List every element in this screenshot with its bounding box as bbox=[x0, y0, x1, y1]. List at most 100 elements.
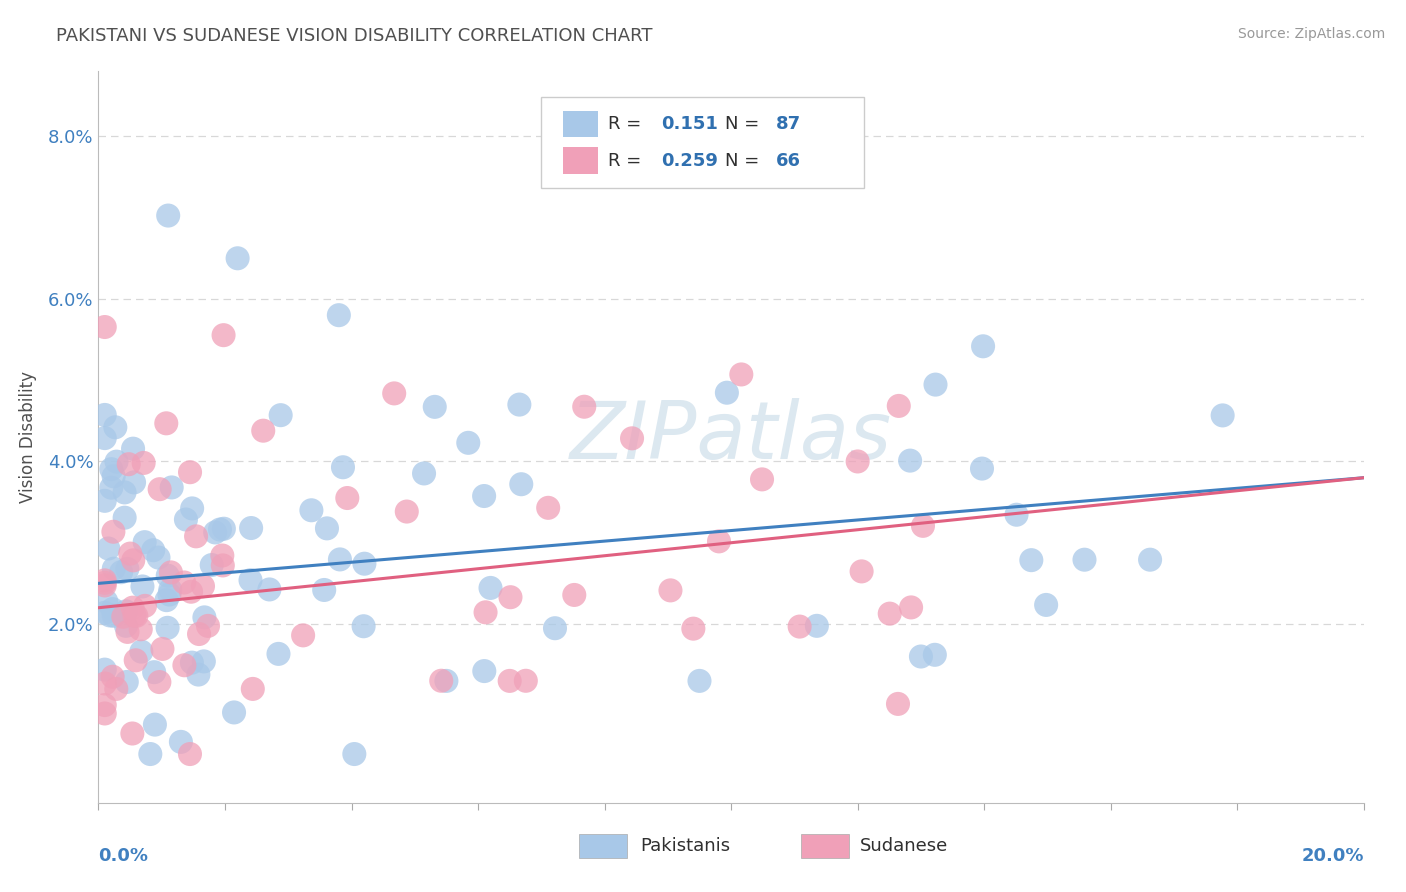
Point bbox=[314, 582, 336, 597]
Text: 66: 66 bbox=[776, 152, 800, 169]
Point bbox=[121, 600, 143, 615]
Point bbox=[336, 491, 359, 505]
Bar bbox=[579, 834, 627, 858]
Bar bbox=[800, 834, 849, 858]
Point bbox=[1005, 508, 1028, 522]
Point bbox=[436, 673, 458, 688]
Point bbox=[114, 485, 136, 500]
Point bbox=[181, 501, 204, 516]
Text: 87: 87 bbox=[776, 115, 800, 133]
Point bbox=[100, 481, 122, 495]
Point bbox=[115, 675, 138, 690]
Text: 0.259: 0.259 bbox=[661, 152, 718, 169]
Point bbox=[103, 562, 125, 576]
Point bbox=[96, 594, 118, 608]
Point bbox=[193, 654, 215, 668]
Point bbox=[139, 747, 162, 761]
Point bbox=[900, 600, 922, 615]
Point bbox=[353, 557, 375, 571]
Point bbox=[143, 665, 166, 680]
Point bbox=[142, 543, 165, 558]
Point bbox=[160, 566, 183, 580]
Point bbox=[544, 621, 567, 635]
Point bbox=[887, 399, 910, 413]
Point bbox=[173, 658, 195, 673]
Point bbox=[1139, 552, 1161, 566]
Point bbox=[716, 385, 738, 400]
Point bbox=[187, 667, 209, 681]
Point bbox=[148, 550, 170, 565]
Point bbox=[155, 417, 177, 431]
Text: N =: N = bbox=[725, 152, 765, 169]
Point bbox=[499, 591, 522, 605]
Point bbox=[117, 562, 139, 576]
Point bbox=[149, 482, 172, 496]
Point bbox=[115, 619, 138, 633]
Point bbox=[93, 706, 117, 721]
Point bbox=[430, 673, 453, 688]
Point bbox=[134, 535, 156, 549]
Point bbox=[211, 558, 233, 573]
Point bbox=[103, 608, 125, 623]
Point bbox=[457, 435, 479, 450]
Point bbox=[846, 454, 869, 468]
Point bbox=[131, 579, 153, 593]
Bar bbox=[562, 147, 599, 174]
Point bbox=[211, 549, 233, 563]
Point bbox=[751, 472, 773, 486]
Text: PAKISTANI VS SUDANESE VISION DISABILITY CORRELATION CHART: PAKISTANI VS SUDANESE VISION DISABILITY … bbox=[56, 27, 652, 45]
Point bbox=[188, 627, 211, 641]
Point bbox=[134, 599, 156, 613]
Point bbox=[180, 584, 202, 599]
Text: Source: ZipAtlas.com: Source: ZipAtlas.com bbox=[1237, 27, 1385, 41]
Point bbox=[156, 568, 179, 582]
Point bbox=[93, 578, 117, 592]
Point bbox=[157, 209, 180, 223]
Point bbox=[179, 465, 201, 479]
Point bbox=[114, 510, 136, 524]
Point bbox=[328, 308, 350, 322]
Point bbox=[479, 581, 502, 595]
Point bbox=[101, 602, 124, 616]
Point bbox=[515, 673, 537, 688]
Point bbox=[879, 607, 901, 621]
Point bbox=[682, 622, 704, 636]
Point bbox=[122, 442, 145, 456]
Point bbox=[152, 641, 174, 656]
Point bbox=[101, 670, 124, 684]
Point bbox=[910, 649, 932, 664]
Point bbox=[887, 697, 910, 711]
Point bbox=[129, 622, 152, 636]
Point bbox=[93, 320, 117, 334]
Point bbox=[789, 619, 811, 633]
Point bbox=[103, 524, 125, 539]
Point bbox=[353, 619, 375, 633]
Point bbox=[117, 624, 139, 639]
Point bbox=[395, 504, 418, 518]
Text: R =: R = bbox=[609, 152, 647, 169]
Point bbox=[155, 593, 177, 607]
Point bbox=[222, 706, 245, 720]
Point bbox=[94, 676, 117, 690]
Point bbox=[93, 431, 117, 445]
Point bbox=[93, 698, 117, 712]
Text: 0.151: 0.151 bbox=[661, 115, 718, 133]
Point bbox=[924, 377, 946, 392]
Point bbox=[105, 681, 128, 696]
Point bbox=[174, 512, 197, 526]
Text: 0.0%: 0.0% bbox=[98, 847, 149, 864]
Point bbox=[252, 424, 274, 438]
Point bbox=[180, 656, 202, 670]
Point bbox=[93, 493, 117, 508]
Point bbox=[159, 587, 181, 601]
Point bbox=[898, 453, 921, 467]
Point bbox=[179, 747, 201, 761]
Point bbox=[1021, 553, 1043, 567]
Point bbox=[239, 573, 262, 587]
Point bbox=[299, 503, 322, 517]
Point bbox=[121, 726, 143, 740]
Point bbox=[498, 673, 520, 688]
Point bbox=[1035, 598, 1057, 612]
Point bbox=[382, 386, 405, 401]
Point bbox=[574, 400, 596, 414]
